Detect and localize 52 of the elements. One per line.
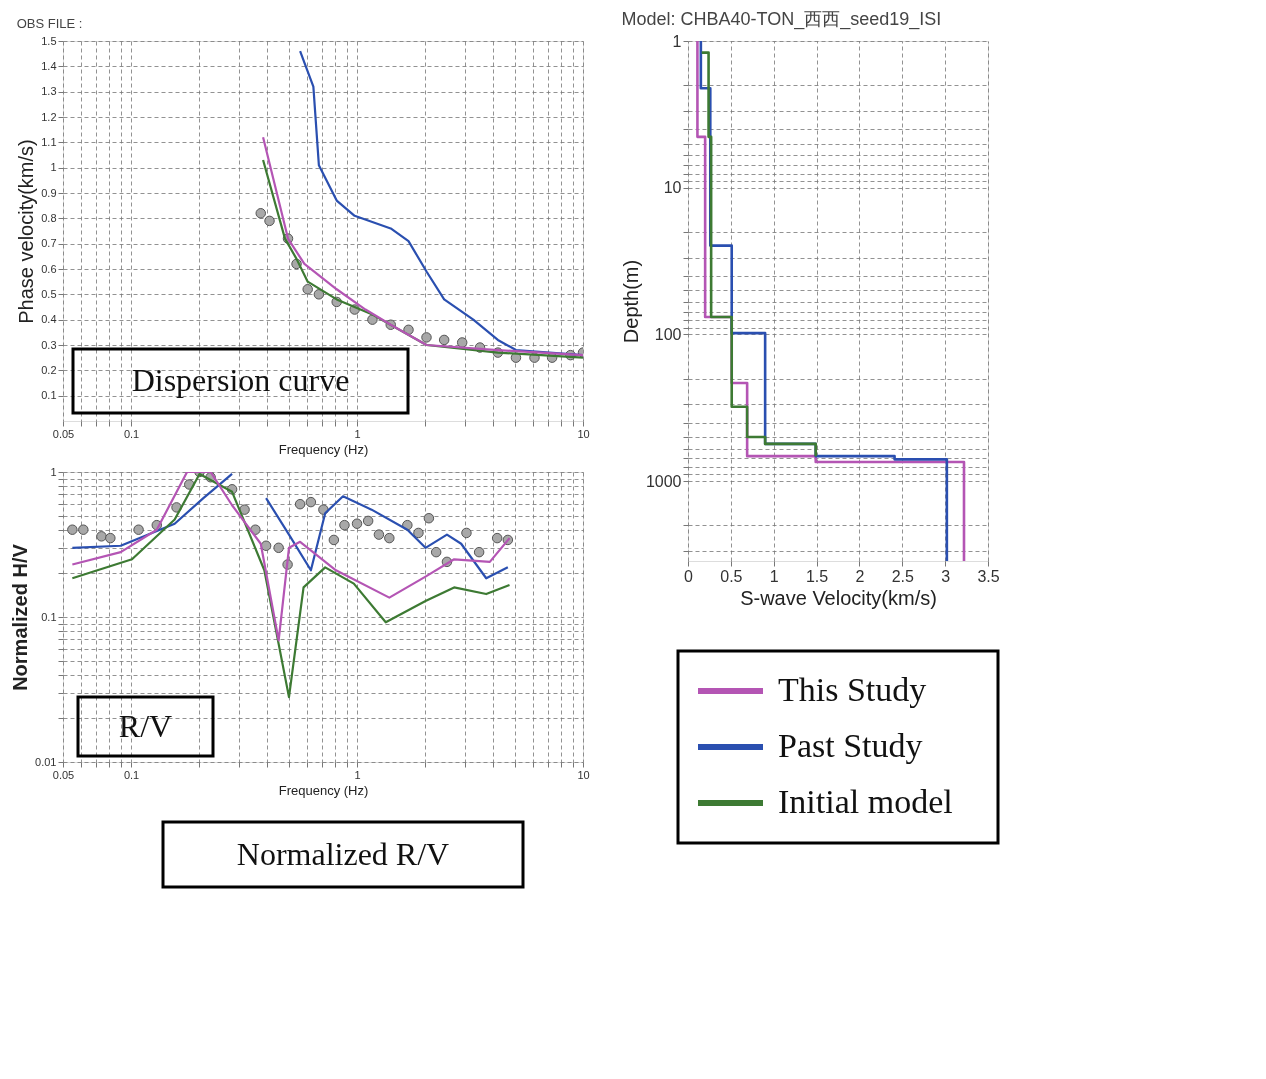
chart-title: Model: CHBA40-TON_西西_seed19_ISI <box>621 9 942 30</box>
x-tick-label: 1.5 <box>805 567 829 585</box>
x-tick-label: 3.5 <box>977 567 1000 585</box>
y-tick-label: 0.1 <box>41 389 57 402</box>
annotation: Dispersion curve <box>131 362 350 398</box>
y-tick-label: 0.9 <box>41 186 57 199</box>
x-axis-title: Frequency (Hz) <box>278 782 369 798</box>
x-tick-label: 10 <box>577 768 590 781</box>
x-tick-label: 2 <box>855 567 865 585</box>
y-tick-label: 1 <box>672 32 682 50</box>
y-tick-label: 1 <box>50 465 57 478</box>
y-tick-label: 0.8 <box>41 211 57 224</box>
x-tick-label: 0.1 <box>123 427 140 440</box>
x-tick-label: 0.05 <box>52 768 75 781</box>
x-tick-label: 3 <box>941 567 951 585</box>
x-tick-label: 2.5 <box>891 567 914 585</box>
y-axis-title: Depth(m) <box>619 259 642 344</box>
x-tick-label: 10 <box>577 427 590 440</box>
y-tick-label: 1000 <box>645 472 682 490</box>
legend-label: Past Study <box>778 727 923 764</box>
y-tick-label: 1.3 <box>41 85 57 98</box>
chart-title: OBS FILE : <box>16 16 83 31</box>
x-axis-title: S-wave Velocity(km/s) <box>740 586 937 609</box>
x-axis-title: Frequency (Hz) <box>278 441 369 457</box>
text: Normalized R/V <box>236 835 450 872</box>
annotation: R/V <box>118 707 173 744</box>
legend-label: Initial model <box>778 783 953 820</box>
legend-label: This Study <box>778 671 927 708</box>
y-tick-label: 1 <box>50 161 57 174</box>
y-tick-label: 0.6 <box>41 262 57 275</box>
x-tick-label: 1 <box>769 567 779 585</box>
x-tick-label: 0.5 <box>720 567 743 585</box>
y-tick-label: 0.1 <box>41 610 57 623</box>
y-tick-label: 1.2 <box>41 110 57 123</box>
y-tick-label: 1.1 <box>41 135 57 148</box>
y-axis-title: Phase velocity(km/s) <box>15 139 38 324</box>
y-tick-label: 10 <box>663 179 682 197</box>
y-tick-label: 1.5 <box>41 34 57 47</box>
y-tick-label: 0.3 <box>41 338 57 351</box>
y-tick-label: 0.01 <box>35 755 57 768</box>
y-axis-title: Normalized H/V <box>9 543 32 691</box>
x-tick-label: 0.05 <box>52 427 75 440</box>
y-tick-label: 0.5 <box>41 287 57 300</box>
y-tick-label: 0.7 <box>41 237 57 250</box>
x-tick-label: 0.1 <box>123 768 140 781</box>
x-tick-label: 0 <box>684 567 694 585</box>
y-tick-label: 1.4 <box>41 59 57 72</box>
y-tick-label: 0.2 <box>41 363 57 376</box>
x-tick-label: 1 <box>354 768 361 781</box>
x-tick-label: 1 <box>354 427 361 440</box>
y-tick-label: 100 <box>654 325 682 343</box>
y-tick-label: 0.4 <box>41 313 57 326</box>
